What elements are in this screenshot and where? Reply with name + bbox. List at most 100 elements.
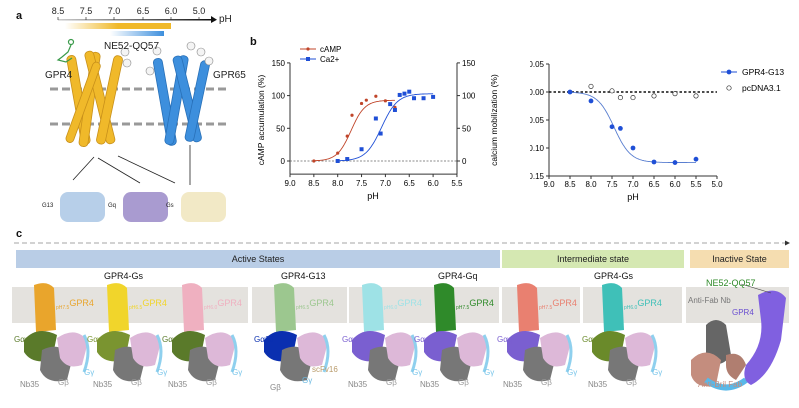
ph-tick-label: 7.0 [108, 6, 121, 16]
band-intermediate-state: Intermediate state [502, 250, 684, 268]
ph-tick-label: 5.0 [193, 6, 206, 16]
subunit-label-scfv: scFv16 [312, 365, 338, 374]
receptor-name: GPR4 [142, 298, 167, 308]
data-point-pcdna [651, 93, 657, 99]
gpr4-label: GPR4 [45, 70, 73, 81]
y-tick-label-right: 50 [462, 124, 471, 133]
receptor-name: GPR4 [69, 298, 94, 308]
data-point-camp [336, 151, 340, 155]
x-tick-label: 5.0 [711, 180, 723, 189]
gq-label: Gq [108, 203, 117, 209]
data-point-ca [335, 159, 340, 163]
ph-tick-label: 6.0 [165, 6, 178, 16]
panel-a-diagram: 8.5 7.5 7.0 6.5 6.0 5.0 [50, 6, 230, 222]
subunit-label-nb35: Nb35 [168, 380, 188, 389]
data-point-camp [345, 134, 349, 138]
y-axis-label: cAMP accumulation (%) [256, 75, 266, 166]
data-point-ca [412, 96, 417, 101]
data-point-ca [378, 131, 383, 136]
data-point-gpr4-g13 [588, 98, 594, 104]
subunit-label-gg: Gγ [484, 368, 495, 377]
complex-title-gs: GPR4-Gs [104, 271, 144, 281]
subunit-label-gg: Gγ [302, 376, 313, 385]
cryoem-structure-5 [422, 280, 502, 390]
data-point-gpr4-g13 [651, 159, 657, 165]
data-point-ca [373, 116, 378, 121]
subunit-label-gg: Gγ [412, 368, 423, 377]
y-tick-label-right: 0 [462, 157, 467, 166]
ph-axis-arrow [211, 16, 217, 23]
legend-label: GPR4-G13 [742, 67, 784, 77]
data-point-pcdna [672, 91, 678, 97]
y-tick-label: 150 [272, 59, 286, 68]
ph-subscript: pH7.5 [539, 304, 553, 311]
x-tick-label: 8.5 [564, 180, 576, 189]
membrane-box-int2 [583, 287, 682, 323]
subunit-label-gb: Gβ [386, 378, 397, 387]
galpha-label: Gαq [414, 335, 430, 344]
ph-subscript: pH7.5 [456, 304, 470, 311]
data-point-pcdna [617, 95, 623, 101]
galpha-label: Gαs [14, 335, 29, 344]
subunit-label-gg: Gγ [157, 368, 168, 377]
receptor-name: GPR4 [469, 298, 494, 308]
panel-b-label: b [250, 36, 257, 48]
y-tick-label: 100 [272, 92, 286, 101]
structure-gpr4-label: pH6.0GPR4 [624, 298, 662, 311]
structure-gpr4-label: pH7.5GPR4 [539, 298, 577, 311]
gs-protein [181, 192, 226, 222]
cryoem-structure-3 [262, 280, 342, 390]
x-tick-label: 8.5 [308, 179, 320, 188]
structure-gpr4-label: pH7.5GPR4 [456, 298, 494, 311]
inactive-structure [691, 283, 786, 391]
legend-label: Ca2+ [320, 55, 340, 64]
subunit-label-nb35: Nb35 [420, 380, 440, 389]
galpha-label: Gαq [342, 335, 358, 344]
legend-label: cAMP [320, 45, 341, 54]
x-tick-label: 6.5 [404, 179, 416, 188]
y-axis-label-right: calcium mobilization (%) [489, 74, 499, 166]
x-tick-label: 6.5 [648, 180, 660, 189]
receptor-name: GPR4 [309, 298, 334, 308]
g13-protein [60, 192, 105, 222]
receptor-name: GPR4 [217, 298, 242, 308]
cryoem-structure-1 [95, 280, 175, 390]
subunit-label-gb: Gβ [541, 378, 552, 387]
cryoem-structure-7 [590, 280, 670, 390]
structure-gpr4-label: pH6.5GPR4 [129, 298, 167, 311]
subunit-label-nb35: Nb35 [20, 380, 40, 389]
chart-camp-calcium: 0 0 50 50 100 100 150 150 9.0 8.5 8.0 7.5 7.0 6.5 6.0 5… [256, 45, 499, 201]
y-tick-label: -0.15 [530, 172, 545, 181]
galpha-label: Gαs [87, 335, 102, 344]
data-point-gpr4-g13 [630, 145, 636, 151]
inactive-ligand-label: NE52-QQ57 [706, 278, 756, 288]
gpr65-structure [153, 55, 210, 146]
ph-tick-label: 8.5 [52, 6, 65, 16]
x-tick-label: 8.0 [332, 179, 344, 188]
ph-subscript: pH6.5 [296, 304, 310, 311]
subunit-label-gb: Gβ [206, 378, 217, 387]
cryoem-structure-0 [22, 280, 102, 390]
membrane-box-g13 [252, 287, 347, 323]
gpr65-ph-range-bar [110, 31, 164, 36]
structure-gpr4-label: pH7.5GPR4 [56, 298, 94, 311]
ph-unit: pH [219, 14, 232, 25]
y-tick-label: 0 [281, 157, 286, 166]
subunit-label-gg: Gγ [84, 368, 95, 377]
subunit-label-gb: Gβ [270, 383, 281, 392]
galpha-label: Gαq [497, 335, 513, 344]
subunit-label-gg: Gγ [652, 368, 663, 377]
band-active-states: Active States [16, 250, 500, 268]
data-point-camp [364, 98, 368, 102]
y-tick-label: 0.00 [530, 88, 545, 97]
data-point-ca [397, 92, 402, 97]
subunit-label-gg: Gγ [232, 368, 243, 377]
x-tick-label: 6.0 [669, 180, 681, 189]
inactive-gpr4-label: GPR4 [732, 308, 754, 317]
gpr4-ph-range-bar [65, 23, 171, 29]
y-tick-label: 0.05 [530, 60, 545, 69]
gpr4-structure [65, 50, 123, 147]
data-point-pcdna [693, 93, 699, 99]
subunit-label-nb35: Nb35 [348, 380, 368, 389]
x-tick-label: 7.5 [356, 179, 368, 188]
